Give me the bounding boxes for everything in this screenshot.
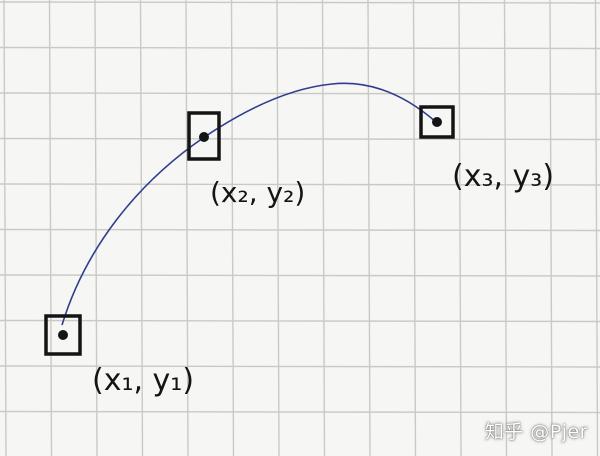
grid-line-vertical — [549, 0, 553, 456]
grid-line-horizontal — [0, 274, 600, 277]
point-1-label: (x₁, y₁) — [92, 363, 194, 398]
point-2-label: (x₂, y₂) — [210, 176, 305, 209]
grid-line-vertical — [458, 0, 462, 456]
point-1-marker — [44, 314, 82, 356]
grid-line-vertical — [185, 0, 189, 456]
grid-line-horizontal — [0, 92, 600, 95]
grid-line-vertical — [139, 0, 144, 456]
watermark-text: 知乎 @Pjer — [484, 421, 588, 443]
point-2-marker — [187, 111, 221, 161]
grid-line-vertical — [230, 0, 235, 456]
grid-line-vertical — [367, 0, 371, 456]
grid-line-vertical — [3, 0, 7, 456]
grid-line-vertical — [48, 0, 53, 456]
grid-line-horizontal — [0, 137, 600, 141]
grid-line-horizontal — [0, 365, 600, 368]
grid-line-vertical — [321, 0, 326, 456]
grid-line-vertical — [276, 0, 280, 456]
grid-line-horizontal — [0, 319, 600, 323]
grid-line-vertical — [412, 0, 417, 456]
interpolating-curve — [61, 82, 437, 326]
grid-line-vertical — [503, 0, 508, 456]
grid-line-horizontal — [0, 46, 600, 50]
grid-line-vertical — [594, 0, 599, 456]
grid-line-horizontal — [0, 228, 600, 232]
grid-line-horizontal — [0, 1, 600, 4]
grid-line-horizontal — [0, 183, 600, 186]
point-3-label: (x₃, y₃) — [452, 159, 554, 194]
grid-line-vertical — [94, 0, 98, 456]
grid-line-horizontal — [0, 410, 600, 414]
point-3-marker — [419, 105, 455, 139]
